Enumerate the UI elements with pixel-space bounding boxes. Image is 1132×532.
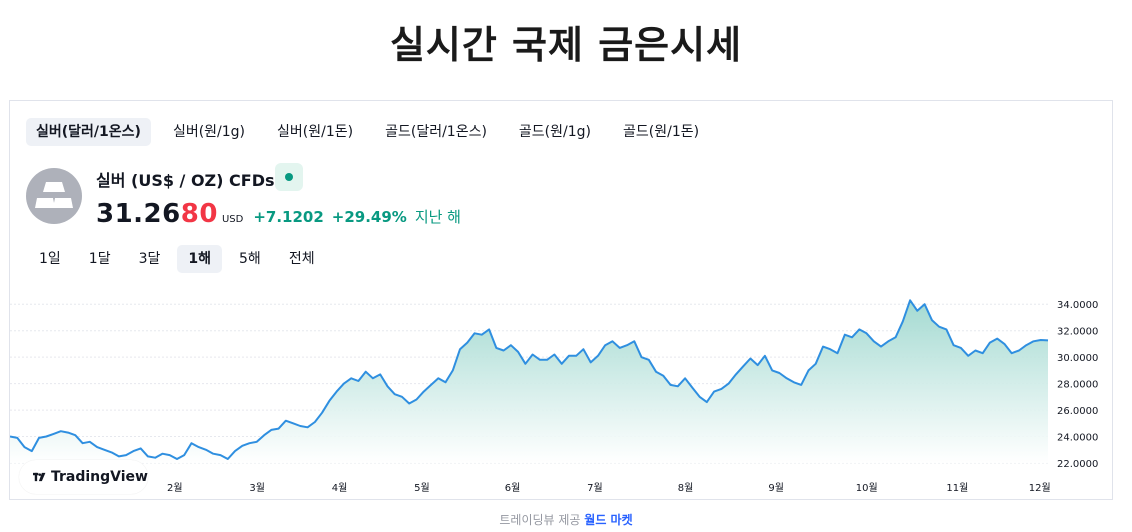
last-price: 31.26 — [96, 199, 181, 229]
x-tick-label: 5월 — [414, 482, 430, 494]
silver-bars-icon — [26, 168, 82, 224]
tab-gold-krw-don[interactable]: 골드(원/1돈) — [623, 124, 700, 140]
range-1d[interactable]: 1일 — [39, 251, 61, 267]
footer-link[interactable]: 월드 마켓 — [584, 513, 633, 527]
page-title: 실시간 국제 금은시세 — [389, 23, 743, 67]
x-tick-label: 6월 — [505, 482, 521, 494]
tradingview-label: TradingView — [51, 469, 148, 485]
x-tick-label: 9월 — [768, 482, 784, 494]
tab-gold-usd-oz[interactable]: 골드(달러/1온스) — [385, 124, 487, 140]
x-tick-label: 2월 — [167, 482, 183, 494]
price-widget: 실버(달러/1온스) 실버(원/1g) 실버(원/1돈) 골드(달러/1온스) … — [9, 100, 1113, 500]
change-absolute: +7.1202 — [253, 208, 324, 226]
footer-prefix: 트레이딩뷰 제공 — [499, 513, 581, 527]
y-tick-label: 24.0000 — [1057, 433, 1098, 444]
y-tick-label: 26.0000 — [1057, 406, 1098, 417]
y-tick-label: 22.0000 — [1057, 459, 1098, 470]
x-tick-label: 4월 — [332, 482, 348, 494]
x-tick-label: 8월 — [678, 482, 694, 494]
y-tick-label: 34.0000 — [1057, 300, 1098, 311]
y-tick-label: 28.0000 — [1057, 380, 1098, 391]
range-5y[interactable]: 5해 — [239, 251, 261, 267]
range-all[interactable]: 전체 — [288, 251, 315, 267]
tradingview-icon — [33, 472, 46, 482]
x-tick-label: 11월 — [946, 482, 968, 494]
y-tick-label: 32.0000 — [1057, 327, 1098, 338]
x-tick-label: 12월 — [1029, 482, 1051, 494]
change-period: 지난 해 — [414, 208, 461, 226]
x-tick-label: 7월 — [587, 482, 603, 494]
y-tick-label: 30.0000 — [1057, 353, 1098, 364]
x-tick-label: 3월 — [249, 482, 265, 494]
tab-silver-usd-oz[interactable]: 실버(달러/1온스) — [26, 118, 151, 146]
price-area — [10, 300, 1048, 463]
range-1y[interactable]: 1해 — [177, 245, 223, 273]
tab-silver-krw-don[interactable]: 실버(원/1돈) — [277, 124, 354, 140]
change-percent: +29.49% — [331, 208, 407, 226]
market-open-dot-icon — [275, 163, 303, 191]
price-line — [10, 299, 1049, 460]
tab-silver-krw-g[interactable]: 실버(원/1g) — [172, 124, 246, 140]
range-selector: 1일 1달 3달 1해 5해 전체 — [28, 245, 332, 273]
price-row: 31.26 80 USD +7.1202 +29.49% 지난 해 — [96, 199, 461, 229]
tradingview-logo[interactable]: TradingView — [19, 460, 148, 494]
symbol-name: 실버 (US$ / OZ) CFDs — [96, 171, 275, 190]
tab-gold-krw-g[interactable]: 골드(원/1g) — [518, 124, 591, 140]
instrument-tabs: 실버(달러/1온스) 실버(원/1g) 실버(원/1돈) 골드(달러/1온스) … — [26, 118, 721, 146]
range-1m[interactable]: 1달 — [88, 251, 111, 267]
footer-credit: 트레이딩뷰 제공 월드 마켓 — [0, 511, 1132, 528]
x-tick-label: 10월 — [856, 482, 878, 494]
last-price-tail: 80 — [180, 199, 218, 229]
price-chart[interactable]: 22.0000 24.0000 26.0000 28.0000 30.0000 32.00… — [10, 289, 1112, 499]
currency-label: USD — [221, 214, 244, 225]
range-3m[interactable]: 3달 — [138, 251, 161, 267]
